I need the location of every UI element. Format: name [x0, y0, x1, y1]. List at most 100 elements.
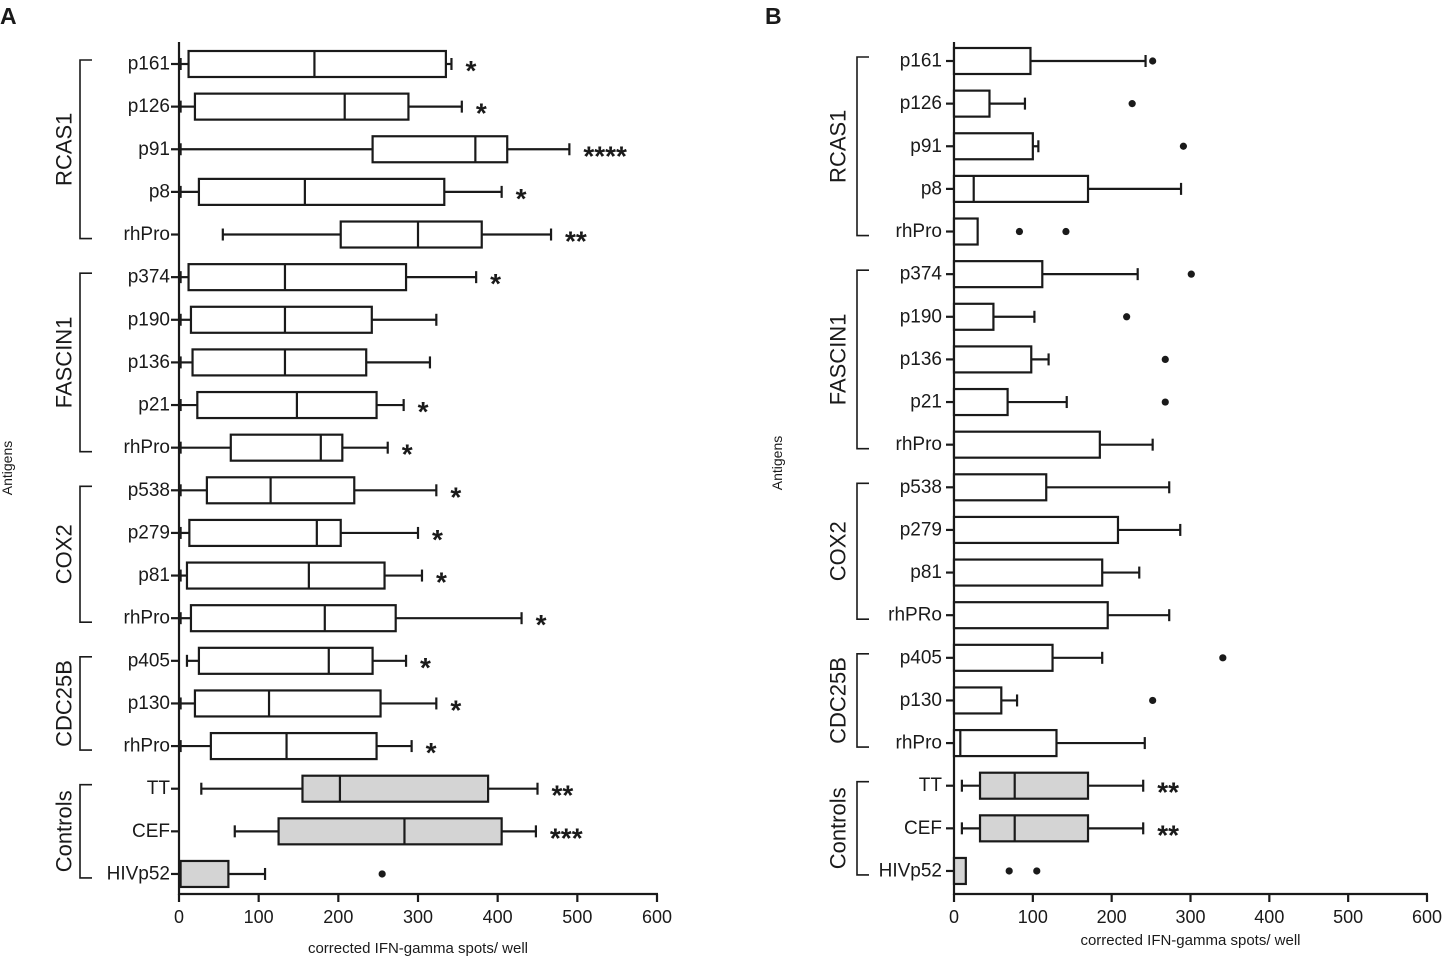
significance-marker: **** [583, 140, 627, 171]
significance-marker: * [490, 268, 501, 299]
row-label: HIVp52 [107, 863, 170, 884]
group-bracket [856, 653, 869, 748]
box [196, 390, 378, 420]
group-bracket [856, 780, 869, 876]
significance-marker: * [426, 737, 437, 768]
group-bracket [856, 56, 869, 237]
row-label: p8 [149, 181, 170, 202]
row-label: p91 [138, 139, 170, 160]
outlier-point [1149, 57, 1157, 65]
group-bracket [856, 482, 869, 620]
outlier-point [1149, 696, 1157, 705]
box [205, 476, 356, 505]
box [191, 348, 368, 377]
box [952, 132, 1034, 161]
box [189, 305, 373, 334]
box [952, 46, 1032, 76]
group-label: Controls [826, 787, 851, 869]
y-axis-title: Antigens [0, 441, 15, 495]
row-label: TT [147, 778, 171, 799]
row-label: p161 [128, 54, 170, 75]
outlier-point [1033, 867, 1041, 875]
group-bracket [79, 272, 92, 453]
x-tick-label: 400 [1254, 907, 1284, 927]
box [978, 814, 1090, 843]
box [188, 518, 342, 548]
row-label: rhPro [124, 736, 170, 757]
outlier-point [378, 870, 386, 878]
row-label: rhPro [896, 221, 942, 242]
significance-marker: *** [550, 822, 583, 853]
outlier-point [1015, 227, 1024, 236]
box [952, 217, 979, 246]
box [179, 859, 230, 889]
row-label: CEF [904, 818, 942, 839]
outlier-point [1128, 100, 1136, 108]
row-label: rhPro [124, 224, 170, 245]
x-tick-label: 0 [174, 907, 184, 927]
row-label: rhPro [896, 733, 942, 754]
row-label: TT [919, 775, 943, 796]
box [952, 260, 1044, 289]
outlier-point [1123, 313, 1131, 321]
row-label: p279 [900, 519, 942, 540]
group-bracket [79, 783, 92, 879]
significance-marker: * [450, 481, 461, 512]
box [197, 177, 446, 206]
x-axis-title: corrected IFN-gamma spots/ well [1080, 932, 1300, 949]
box [952, 345, 1033, 374]
row-label: p8 [921, 178, 942, 199]
group-label: RCAS1 [826, 110, 851, 183]
row-label: HIVp52 [879, 860, 942, 881]
outlier-point [1219, 654, 1227, 662]
group-bracket [79, 656, 92, 751]
x-tick-label: 0 [949, 907, 959, 927]
group-label: RCAS1 [52, 113, 77, 186]
row-label: p538 [128, 480, 170, 501]
group-label: FASCIN1 [826, 314, 851, 406]
row-label: p126 [128, 96, 170, 117]
box [952, 601, 1109, 630]
x-tick-label: 400 [483, 907, 513, 927]
box [193, 689, 382, 718]
box [952, 387, 1009, 417]
row-label: rhPRo [888, 605, 942, 626]
box [952, 515, 1120, 545]
significance-marker: ** [565, 226, 587, 257]
box [952, 728, 1058, 758]
row-label: p126 [900, 93, 942, 114]
x-tick-label: 200 [323, 907, 353, 927]
box [209, 731, 378, 761]
group-label: COX2 [826, 521, 851, 581]
box [952, 473, 1048, 502]
significance-marker: * [418, 396, 429, 427]
significance-marker: * [402, 439, 413, 470]
row-label: p538 [900, 477, 942, 498]
box [952, 302, 995, 331]
row-label: p136 [900, 349, 942, 370]
box [229, 433, 344, 462]
x-tick-label: 600 [642, 907, 672, 927]
significance-marker: ** [1157, 819, 1179, 850]
group-label: COX2 [52, 524, 77, 584]
x-tick-label: 100 [1018, 907, 1048, 927]
box [277, 817, 503, 846]
group-label: CDC25B [52, 660, 77, 747]
significance-marker: ** [552, 780, 574, 811]
row-label: p374 [128, 267, 171, 288]
panel-label-a: A [0, 3, 17, 29]
row-label: rhPro [124, 437, 170, 458]
outlier-point [1161, 355, 1169, 364]
box [952, 558, 1104, 587]
group-bracket [856, 269, 869, 450]
significance-marker: * [436, 567, 447, 598]
group-bracket [79, 485, 92, 623]
x-tick-label: 300 [403, 907, 433, 927]
group-label: CDC25B [826, 657, 851, 744]
group-label: Controls [52, 790, 77, 872]
significance-marker: * [536, 609, 547, 640]
group-label: FASCIN1 [52, 317, 77, 409]
box [952, 430, 1101, 459]
significance-marker: * [516, 183, 527, 214]
